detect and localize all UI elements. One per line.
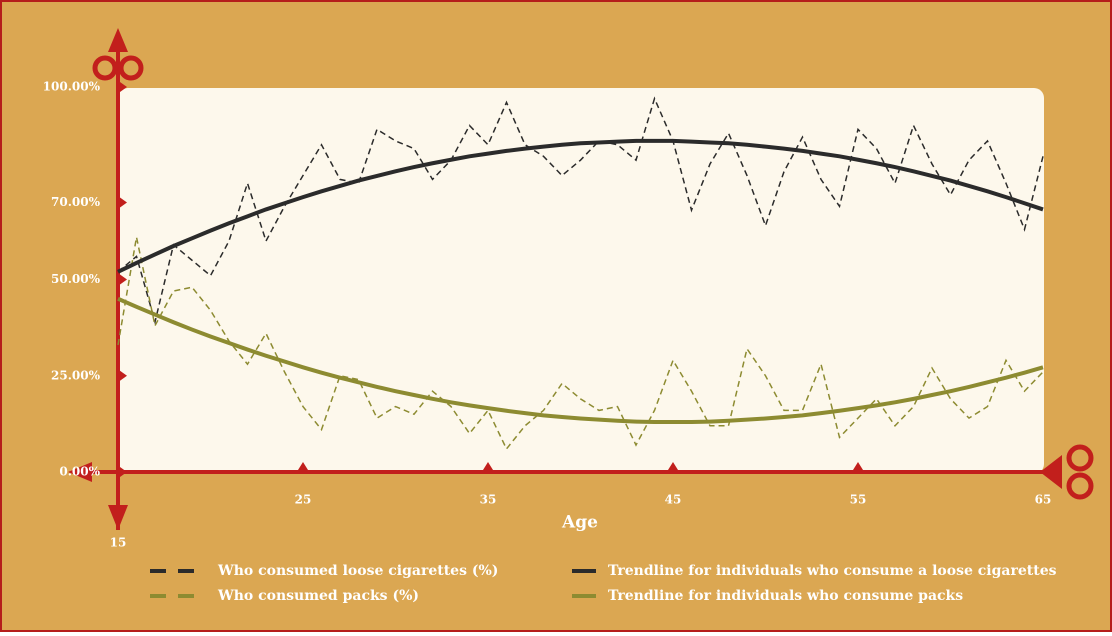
x-tick-label: 65 xyxy=(1035,493,1052,507)
y-tick-label: 50.00% xyxy=(51,272,101,286)
legend-label: Trendline for individuals who consume a … xyxy=(608,563,1057,579)
x-tick-label: 25 xyxy=(295,493,312,507)
chart: Age 0.00% 25.00% 50.00% 70.00% 100.00% 15 25 35… xyxy=(0,0,1112,632)
y-tick-label: 25.00% xyxy=(51,368,101,382)
x-axis-title: Age xyxy=(561,513,598,533)
x-tick-label: 15 xyxy=(110,536,127,550)
legend-label: Who consumed loose cigarettes (%) xyxy=(217,563,498,579)
y-tick-label: 100.00% xyxy=(43,80,101,94)
legend-label: Trendline for individuals who consume pa… xyxy=(608,588,963,604)
x-tick-label: 45 xyxy=(665,493,682,507)
y-tick-label: 70.00% xyxy=(51,195,101,209)
legend-label: Who consumed packs (%) xyxy=(217,588,419,604)
y-tick-label: 0.00% xyxy=(59,465,100,479)
x-tick-label: 55 xyxy=(850,493,867,507)
x-tick-label: 35 xyxy=(480,493,497,507)
